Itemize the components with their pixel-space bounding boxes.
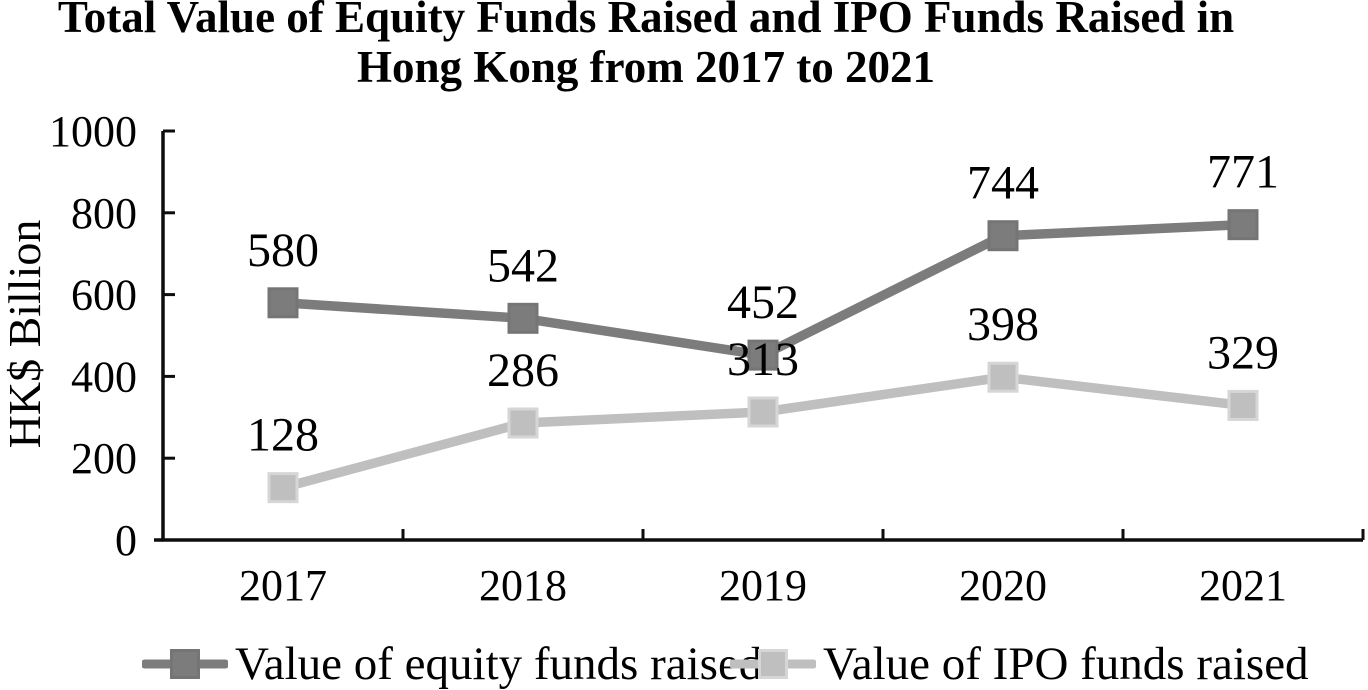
series-marker-ipo: [507, 407, 539, 439]
data-label-equity: 542: [487, 239, 559, 292]
y-tick-label: 1000: [49, 107, 137, 156]
chart-title-line2: Hong Kong from 2017 to 2021: [357, 42, 935, 92]
legend-item-ipo-funds: Value of IPO funds raised: [730, 638, 1309, 690]
data-label-ipo: 286: [487, 344, 559, 397]
data-label-ipo: 313: [727, 333, 799, 386]
series-marker-equity: [267, 287, 299, 319]
data-label-equity: 771: [1207, 146, 1279, 199]
data-label-ipo: 398: [967, 298, 1039, 351]
legend-label-equity-funds: Value of equity funds raised: [235, 638, 763, 690]
equity-series-legend-marker-icon: [142, 649, 228, 679]
series-marker-equity: [1227, 209, 1259, 241]
ipo-series-legend-marker-icon: [730, 649, 816, 679]
x-tick-label: 2017: [239, 561, 327, 610]
x-tick-label: 2020: [959, 561, 1047, 610]
legend-label-ipo-funds: Value of IPO funds raised: [823, 638, 1309, 690]
series-marker-ipo: [1227, 389, 1259, 421]
y-tick-label: 400: [71, 352, 137, 401]
data-label-equity: 580: [247, 224, 319, 277]
data-label-equity: 744: [967, 157, 1039, 210]
series-marker-ipo: [747, 396, 779, 428]
data-label-equity: 452: [727, 276, 799, 329]
data-label-ipo: 329: [1207, 326, 1279, 379]
series-marker-ipo: [267, 472, 299, 504]
legend-item-equity-funds: Value of equity funds raised: [142, 638, 763, 690]
x-tick-label: 2021: [1199, 561, 1287, 610]
y-tick-label: 800: [71, 189, 137, 238]
x-tick-label: 2018: [479, 561, 567, 610]
y-tick-label: 600: [71, 271, 137, 320]
chart-title: Total Value of Equity Funds Raised and I…: [0, 0, 1292, 92]
y-tick-label: 0: [115, 516, 137, 565]
series-line-ipo: [281, 372, 1244, 493]
series-marker-equity: [987, 220, 1019, 252]
series-marker-equity: [747, 339, 779, 371]
series-marker-ipo: [987, 361, 1019, 393]
x-tick-label: 2019: [719, 561, 807, 610]
y-tick-label: 200: [71, 434, 137, 483]
series-marker-equity: [507, 302, 539, 334]
chart-title-line1: Total Value of Equity Funds Raised and I…: [57, 0, 1235, 42]
data-label-ipo: 128: [247, 409, 319, 462]
